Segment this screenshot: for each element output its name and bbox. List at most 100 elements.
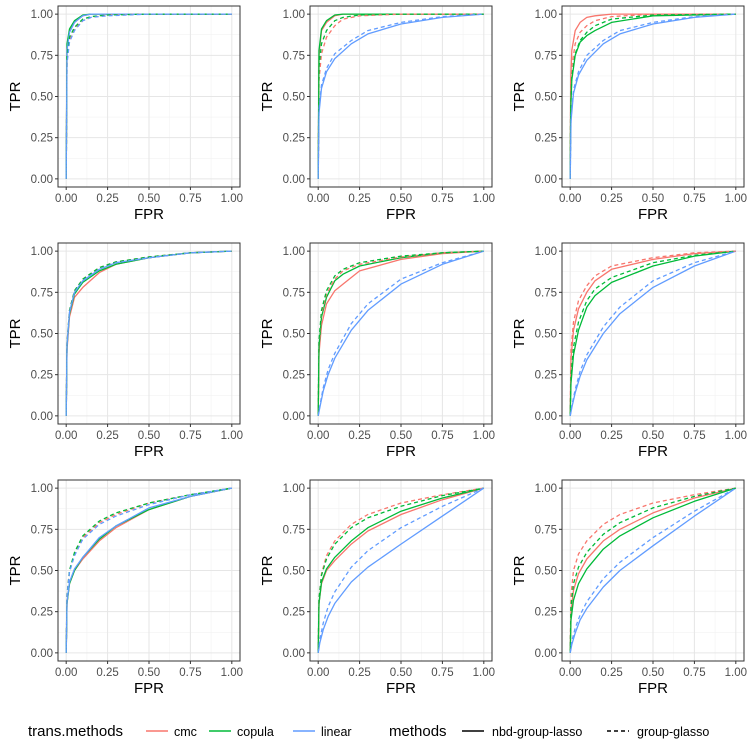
series-linear-group-glasso — [65, 250, 232, 416]
y-tick-label: 0.25 — [283, 133, 305, 145]
x-tick-label: 0.50 — [138, 193, 160, 205]
series-linear-nbd-group-lasso — [569, 487, 737, 654]
x-tick-label: 0.25 — [348, 193, 370, 205]
x-tick-label: 0.75 — [179, 193, 201, 205]
y-tick-label: 0.25 — [283, 370, 305, 382]
x-axis-title: FPR — [638, 680, 668, 697]
y-tick-label: 1.00 — [283, 483, 305, 495]
series-cmc-group-glasso — [569, 13, 736, 179]
legend-label-linear: linear — [321, 725, 352, 739]
x-tick-label: 1.00 — [725, 430, 747, 442]
x-axis-title: FPR — [638, 206, 668, 223]
x-tick-label: 0.75 — [179, 667, 201, 679]
x-tick-label: 0.00 — [559, 430, 581, 442]
series-copula-group-glasso — [317, 250, 484, 416]
x-tick-label: 0.50 — [390, 430, 412, 442]
x-tick-label: 0.25 — [96, 430, 118, 442]
y-axis-title: TPR — [7, 81, 24, 111]
y-tick-label: 0.00 — [283, 648, 305, 660]
x-tick-label: 0.75 — [179, 430, 201, 442]
x-tick-label: 0.25 — [96, 193, 118, 205]
series-cmc-group-glasso — [569, 250, 736, 416]
y-tick-label: 1.00 — [31, 483, 53, 495]
x-tick-label: 0.00 — [55, 430, 77, 442]
x-tick-label: 1.00 — [473, 193, 495, 205]
roc-panel-8: 0.000.00 0.25 0.25 0.50 0.50 0.75 0.75 1.00 1.00… — [259, 479, 495, 697]
x-tick-label: 0.50 — [390, 193, 412, 205]
series-copula-group-glasso — [569, 487, 736, 653]
y-tick-label: 0.50 — [31, 329, 53, 341]
y-tick-label: 0.75 — [283, 524, 305, 536]
x-tick-label: 0.75 — [431, 667, 453, 679]
x-axis-title: FPR — [134, 206, 164, 223]
series-copula-nbd-group-lasso — [569, 487, 736, 653]
y-tick-label: 0.00 — [283, 411, 305, 423]
x-tick-label: 1.00 — [221, 193, 243, 205]
y-tick-label: 0.75 — [283, 287, 305, 299]
series-cmc-nbd-group-lasso — [569, 250, 736, 416]
x-tick-label: 1.00 — [473, 667, 495, 679]
y-tick-label: 0.00 — [31, 411, 53, 423]
x-tick-label: 0.25 — [600, 430, 622, 442]
y-tick-label: 0.00 — [31, 648, 53, 660]
x-tick-label: 0.25 — [600, 667, 622, 679]
series-linear-group-glasso — [569, 250, 736, 417]
x-tick-label: 1.00 — [725, 193, 747, 205]
y-tick-label: 0.00 — [535, 648, 557, 660]
roc-panel-4: 0.000.00 0.25 0.25 0.50 0.50 0.75 0.75 1.00 1.00… — [7, 242, 243, 460]
y-axis-title: TPR — [259, 81, 276, 111]
roc-panel-2: 0.000.00 0.25 0.25 0.50 0.50 0.75 0.75 1.00 1.00… — [259, 5, 495, 223]
x-axis-title: FPR — [134, 443, 164, 460]
series-copula-group-glasso — [65, 13, 232, 179]
y-tick-label: 1.00 — [535, 9, 557, 21]
y-axis-title: TPR — [259, 555, 276, 585]
x-tick-label: 0.75 — [683, 193, 705, 205]
series-linear-nbd-group-lasso — [317, 487, 485, 654]
x-tick-label: 1.00 — [221, 667, 243, 679]
x-tick-label: 0.50 — [642, 667, 664, 679]
series-cmc-nbd-group-lasso — [569, 13, 736, 179]
y-tick-label: 0.75 — [535, 524, 557, 536]
y-tick-label: 0.25 — [283, 607, 305, 619]
x-tick-label: 0.25 — [600, 193, 622, 205]
x-tick-label: 0.75 — [683, 667, 705, 679]
x-tick-label: 1.00 — [473, 430, 495, 442]
series-linear-group-glasso — [65, 487, 232, 653]
x-tick-label: 0.00 — [559, 667, 581, 679]
y-tick-label: 0.00 — [535, 174, 557, 186]
legend-label-cmc: cmc — [174, 725, 197, 739]
series-linear-nbd-group-lasso — [65, 487, 232, 653]
y-axis-title: TPR — [511, 555, 528, 585]
x-tick-label: 0.25 — [348, 430, 370, 442]
roc-panel-5: 0.000.00 0.25 0.25 0.50 0.50 0.75 0.75 1.00 1.00… — [259, 242, 495, 460]
y-tick-label: 0.25 — [31, 370, 53, 382]
x-axis-title: FPR — [386, 443, 416, 460]
x-tick-label: 0.75 — [683, 430, 705, 442]
y-tick-label: 0.50 — [535, 329, 557, 341]
series-copula-group-glasso — [317, 13, 484, 179]
y-tick-label: 0.50 — [283, 566, 305, 578]
y-tick-label: 0.00 — [31, 174, 53, 186]
y-tick-label: 0.00 — [283, 174, 305, 186]
panel-grid: 0.000.000.250.250.500.500.750.751.001.00… — [7, 5, 747, 697]
x-axis-title: FPR — [134, 680, 164, 697]
y-tick-label: 0.75 — [535, 50, 557, 62]
x-axis-title: FPR — [386, 680, 416, 697]
x-tick-label: 0.25 — [96, 667, 118, 679]
y-tick-label: 0.50 — [31, 566, 53, 578]
x-tick-label: 1.00 — [725, 667, 747, 679]
series-copula-group-glasso — [317, 487, 484, 653]
roc-panel-3: 0.000.00 0.25 0.25 0.50 0.50 0.75 0.75 1.00 1.00… — [511, 5, 747, 223]
x-tick-label: 0.50 — [390, 667, 412, 679]
y-tick-label: 0.25 — [31, 607, 53, 619]
y-tick-label: 0.75 — [535, 287, 557, 299]
y-axis-title: TPR — [7, 318, 24, 348]
y-tick-label: 0.25 — [535, 607, 557, 619]
x-tick-label: 0.50 — [138, 667, 160, 679]
x-tick-label: 0.00 — [55, 667, 77, 679]
series-copula-nbd-group-lasso — [569, 250, 736, 416]
series-cmc-group-glasso — [569, 487, 736, 653]
series-linear-group-glasso — [569, 487, 737, 653]
y-tick-label: 0.00 — [535, 411, 557, 423]
